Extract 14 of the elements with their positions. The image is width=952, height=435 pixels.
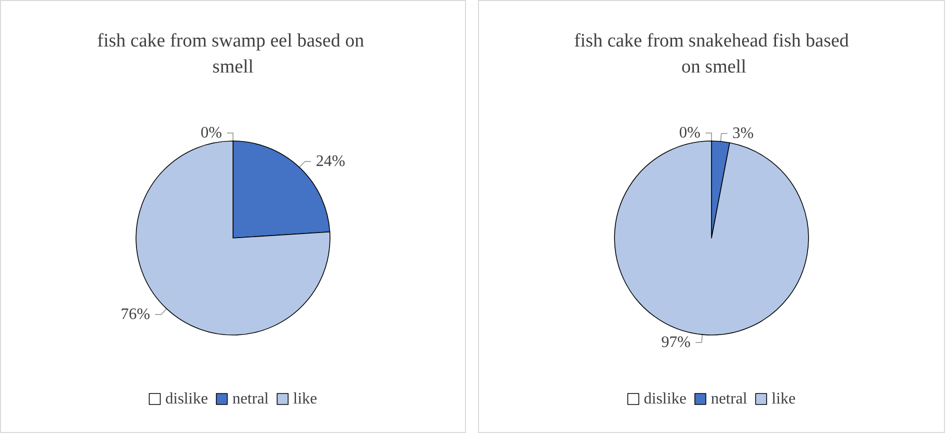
text: 0% [200,124,222,142]
chart-title: fish cake from snakehead fish based on smell [574,30,850,78]
legend-label: netral [232,390,270,408]
legend-label: like [772,390,796,408]
data-label: 97% [661,334,691,352]
legend-label: netral [710,390,748,408]
legend-label: dislike [644,390,686,408]
text: 0% [679,124,700,142]
data-label: 76% [120,306,150,324]
data-label: 3% [732,124,754,142]
legend-label: dislike [165,390,208,408]
legend-label: like [293,390,318,408]
data-label: 24% [316,152,346,170]
chart-title: fish cake from swamp eel based on smell [97,30,369,78]
